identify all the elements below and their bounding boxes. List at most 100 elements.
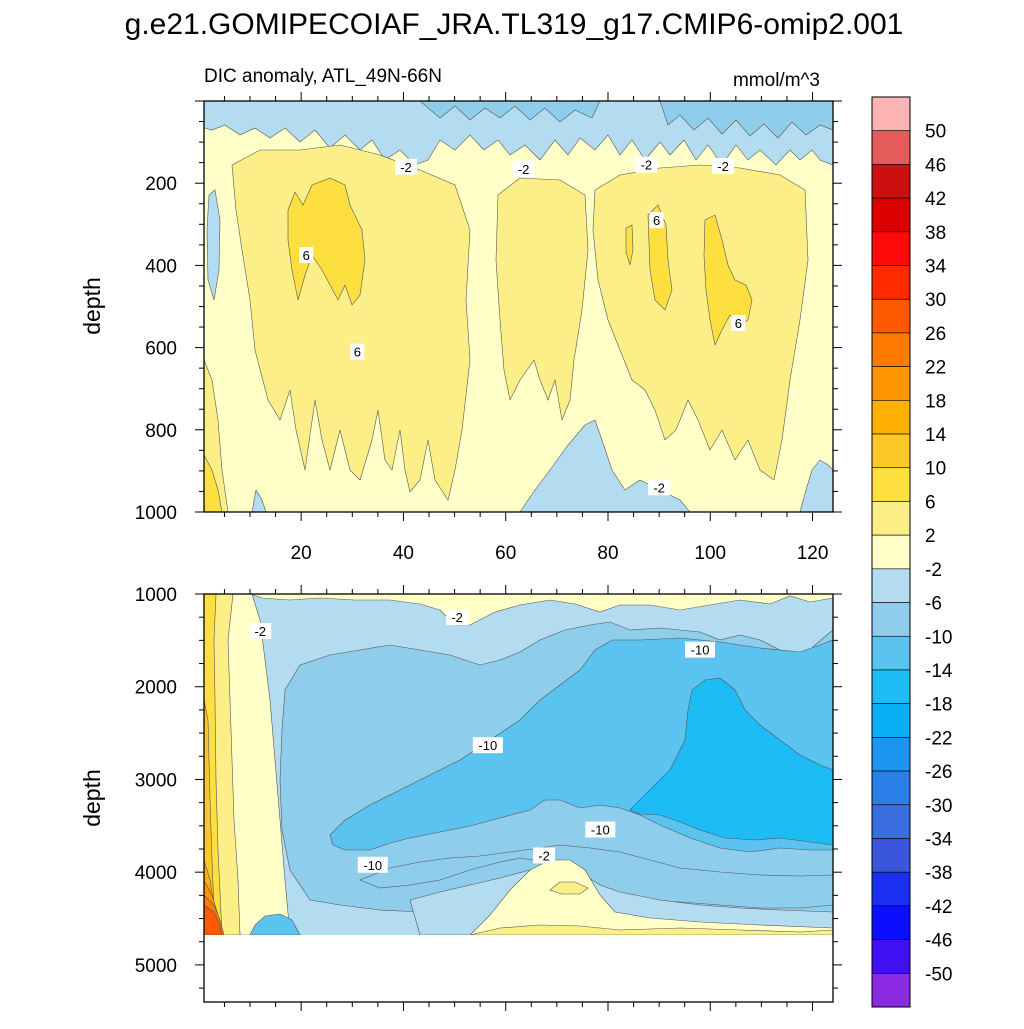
colorbar-swatch [871,265,911,300]
colorbar-label: 26 [925,324,946,345]
contour-label-bg [685,641,716,658]
colorbar-label: -14 [925,661,953,682]
bottom-plot-frame [203,593,834,1003]
top-region-left-6 [204,454,223,512]
colorbar-label: 42 [925,189,946,210]
bottom-ylabel: depth [79,769,105,827]
y-tick-label: 600 [145,339,177,360]
colorbar-label: -46 [925,931,952,952]
contour-label-bg [357,856,388,873]
contour-label-bg [472,737,503,754]
colorbar-swatch [871,366,911,401]
colorbar-swatch [871,332,911,367]
colorbar-swatch [871,164,911,199]
contour-label: -2 [641,158,653,173]
top-region-bottom-m6-c [251,489,267,512]
x-tick-label: 80 [597,543,618,564]
colorbar-swatch [871,602,911,637]
colorbar-label: -42 [925,897,952,918]
colorbar-swatch [871,501,911,536]
contour-label-bg [712,157,735,174]
colorbar-swatch [871,838,911,873]
top-region-2-b [495,177,589,422]
colorbar-swatch [871,534,911,570]
top-contour-labels: -2 -2 -2 -2 6 6 6 6 -2 [299,156,746,496]
colorbar-label: 14 [925,425,947,446]
contour-label-bg [533,847,556,864]
y-tick-label: 3000 [135,770,177,791]
top-region-bottom-m6-b [799,459,833,512]
colorbar-label: 50 [925,122,946,143]
top-ylabel: depth [79,277,105,335]
y-tick-label: 4000 [135,863,177,884]
top-axis: 200 400 600 800 1000 20 40 60 80 100 120 [135,92,842,564]
bottom-axis: 1000 2000 3000 4000 5000 [135,585,842,1011]
bot-region-2-bottom [469,924,833,936]
colorbar-label: -26 [925,762,952,783]
colorbar-swatch [871,568,911,603]
contour-label-bg [299,247,314,264]
contour-label: -2 [518,162,530,177]
x-tick-label: 120 [797,543,829,564]
colorbar-swatch [871,669,911,704]
colorbar-label: -38 [925,863,952,884]
top-region-surface-m10 [659,101,833,139]
colorbar-label: -10 [925,627,952,648]
colorbar-swatch [871,737,911,772]
colorbar-label: 2 [925,526,936,547]
top-subtitle-right: mmol/m^3 [733,70,820,91]
bottom-panel: -2-2-10-10-10-2-10 10002000300040005000 … [79,585,842,1011]
y-tick-label: 400 [145,256,177,277]
contour-label: -2 [254,624,266,639]
contour-label: -2 [653,480,665,495]
contour-label: 6 [354,345,361,360]
contour-label: -2 [451,610,463,625]
bot-region-2-lower [549,881,589,895]
colorbar-swatch [871,467,911,502]
contour-label-bg [731,314,746,331]
top-subtitle-left: DIC anomaly, ATL_49N-66N [204,66,442,87]
y-tick-label: 2000 [135,678,177,699]
colorbar: 50 46 42 38 34 30 26 22 18 14 10 6 2 -2 -6 -10 -14 -18 -22… [871,96,953,1008]
colorbar-label: 18 [925,391,946,412]
colorbar-swatch [871,804,911,839]
y-tick-label: 5000 [135,956,177,977]
top-region-6-d [625,224,634,266]
top-region-bottom-m6-a [519,419,691,512]
colorbar-label: 38 [925,223,946,244]
colorbar-swatch [871,871,911,907]
colorbar-swatch [871,703,911,738]
colorbar-swatch [871,770,911,806]
colorbar-label: -2 [925,560,942,581]
contour-label: 6 [653,213,660,228]
colorbar-swatch [871,197,911,233]
contour-label: -10 [363,858,382,873]
colorbar-label: -30 [925,796,952,817]
bot-region-m2-lower [469,859,833,936]
colorbar-label: 6 [925,492,936,513]
contour-label: -10 [591,823,610,838]
y-tick-label: 1000 [135,503,177,524]
contour-label: -2 [400,160,412,175]
contour-label-bg [446,609,469,626]
colorbar-swatch [871,433,911,469]
colorbar-label: -18 [925,695,952,716]
colorbar-swatch [871,96,911,132]
contour-label-bg [649,212,664,229]
top-region-2-c [592,164,809,481]
colorbar-label: 30 [925,290,946,311]
colorbar-swatch [871,635,911,671]
bot-region-top-m2 [249,594,833,626]
y-tick-label: 1000 [135,585,177,606]
top-region-left-m6 [206,189,221,301]
x-tick-label: 40 [393,543,414,564]
colorbar-frame [871,96,911,1008]
colorbar-label: 10 [925,459,946,480]
top-panel: DIC anomaly, ATL_49N-66N mmol/m^3 [79,66,842,564]
colorbar-label: 46 [925,155,946,176]
colorbar-label: 22 [925,358,946,379]
colorbar-swatch [871,231,911,266]
bot-region-m18 [629,677,833,846]
